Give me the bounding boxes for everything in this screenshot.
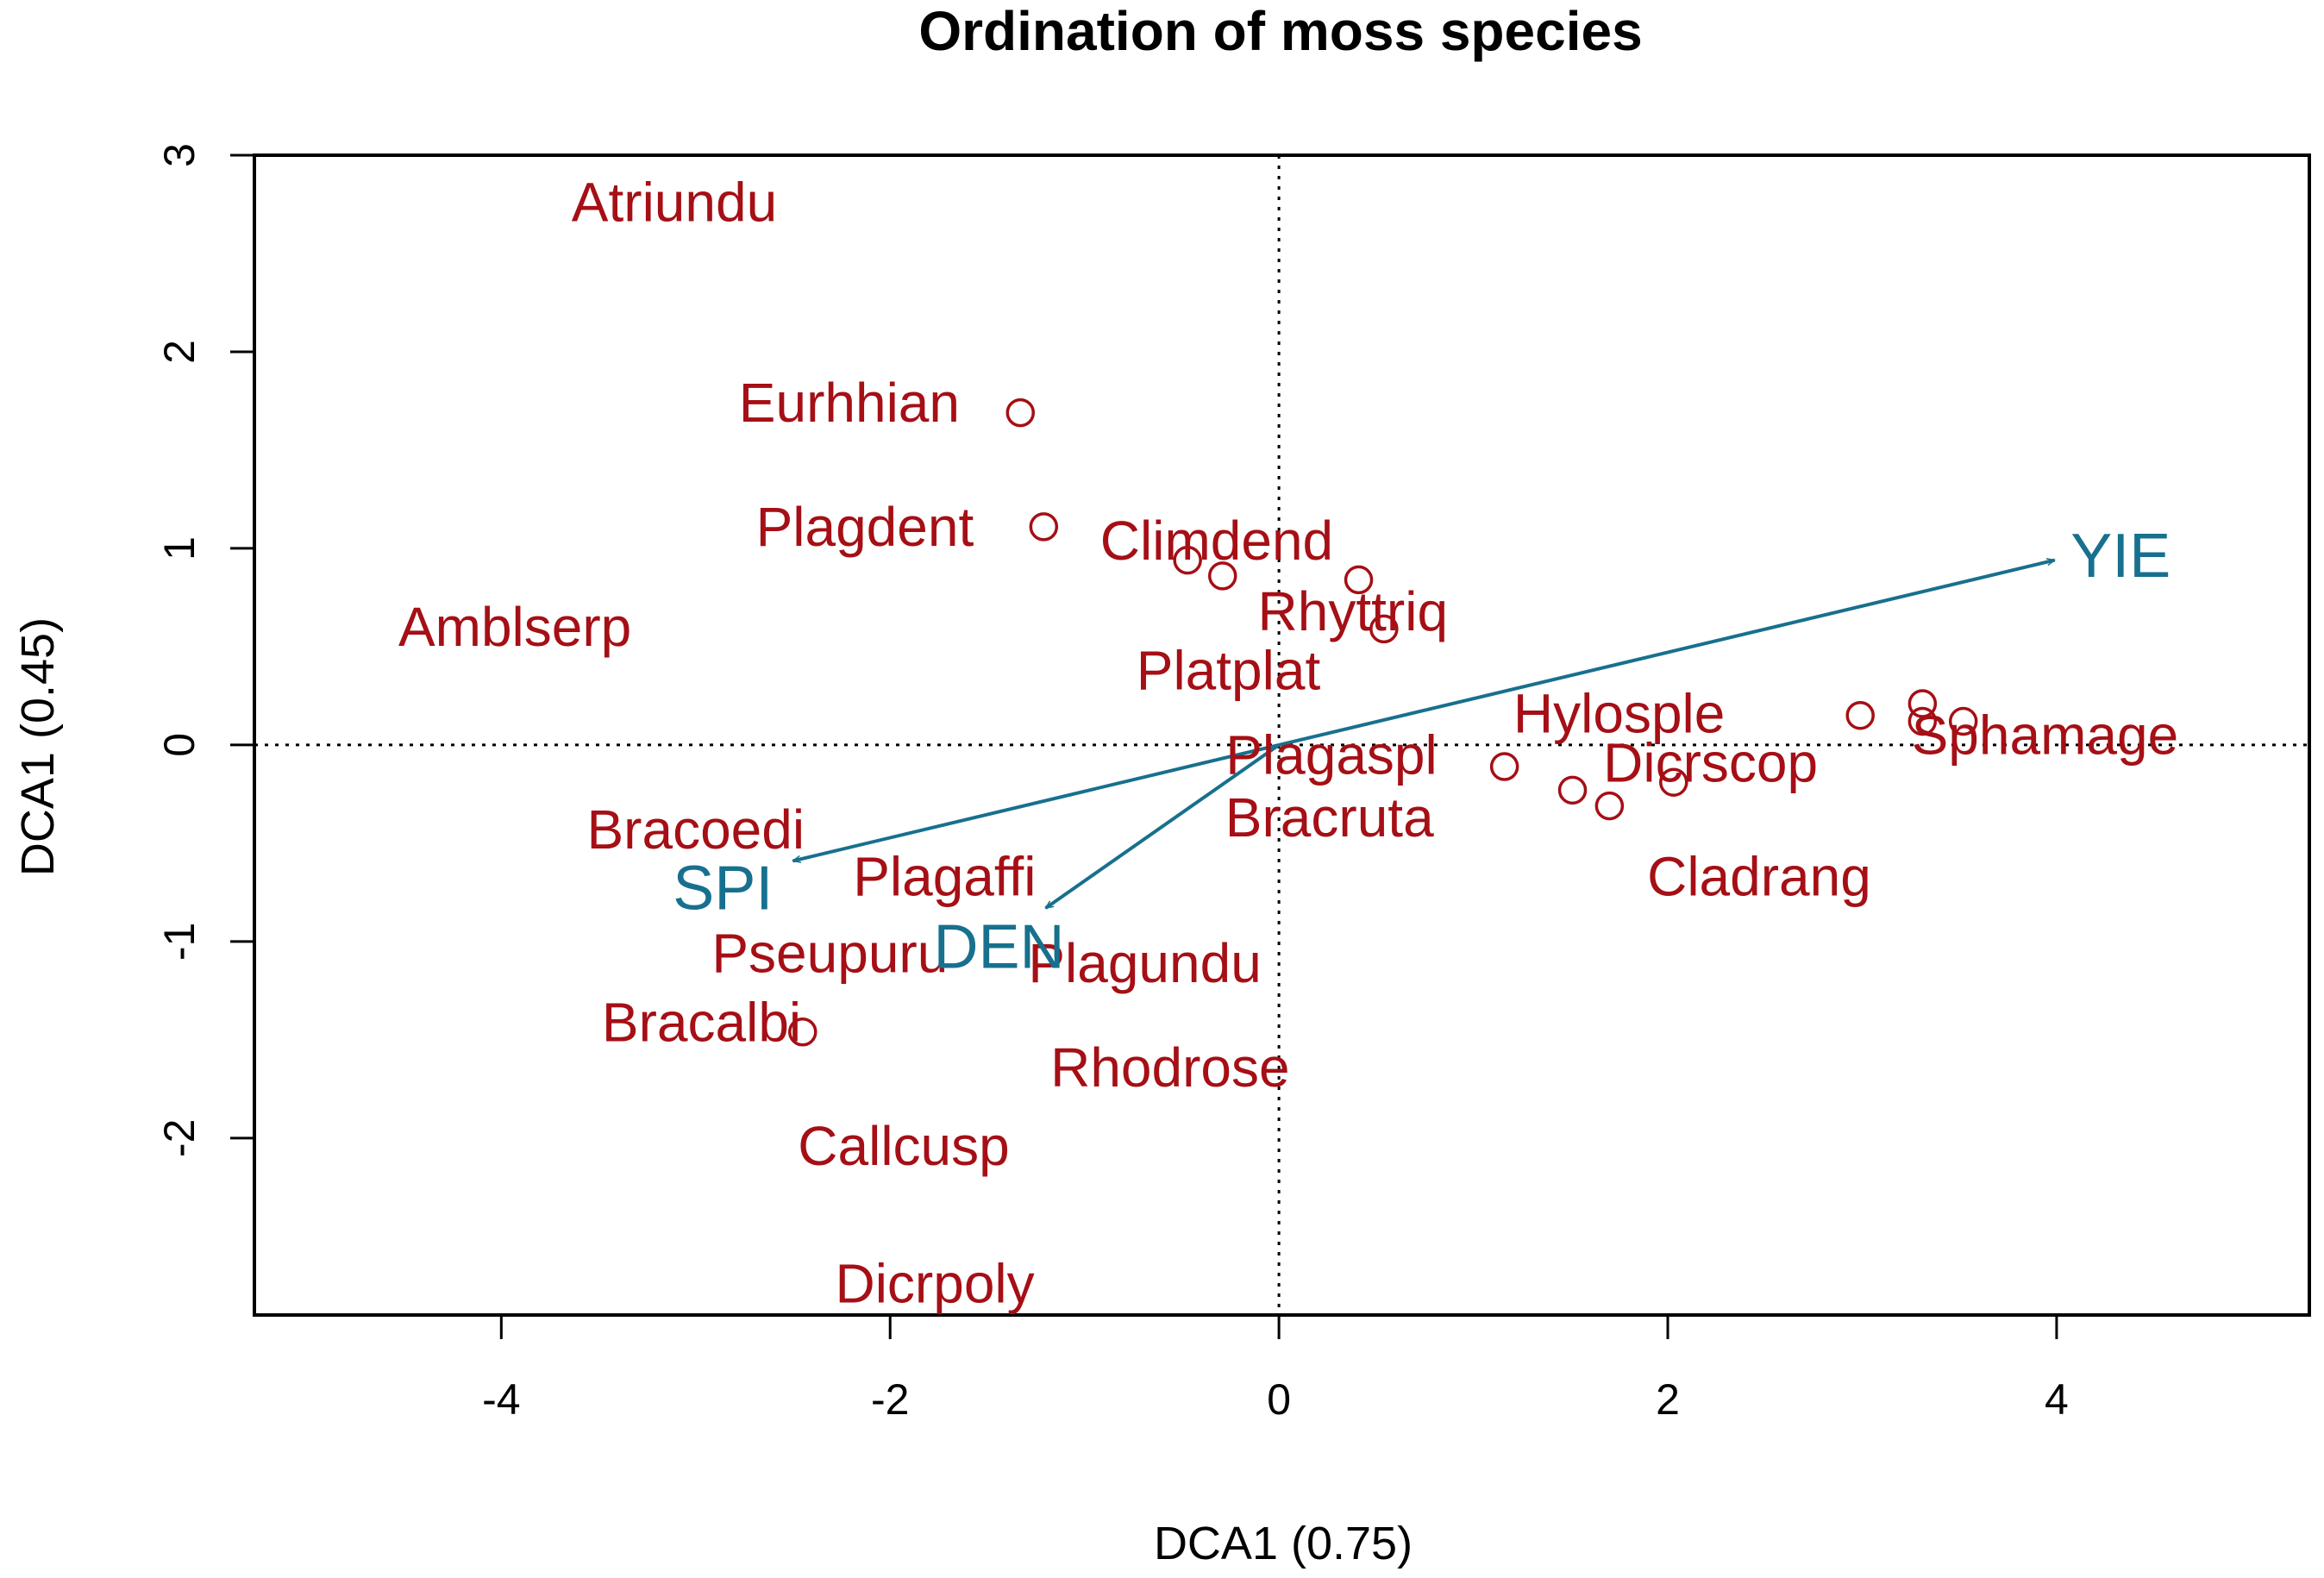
site-point-marker (788, 1017, 817, 1047)
y-tick-label: 2 (155, 340, 204, 364)
species-label-rhyttriq: Rhyttriq (1258, 580, 1449, 642)
species-label-rhodrose: Rhodrose (1050, 1036, 1290, 1099)
env-vector-arrow-yie (1278, 560, 2055, 747)
site-point-marker (1557, 775, 1588, 805)
site-point-marker (1594, 791, 1625, 821)
y-tick-label: 1 (155, 536, 204, 560)
site-point-marker (1029, 512, 1059, 542)
y-axis-title: DCA1 (0.45) (12, 617, 64, 876)
species-label-bracoedi: Bracoedi (586, 798, 805, 861)
species-label-pseupuru: Pseupuru (711, 923, 948, 985)
species-label-amblserp: Amblserp (398, 596, 631, 658)
species-label-plagaspl: Plagaspl (1225, 723, 1438, 786)
species-label-hylosple: Hylosple (1513, 682, 1725, 744)
species-label-bracalbi: Bracalbi (602, 991, 801, 1053)
species-label-platplat: Platplat (1137, 639, 1321, 701)
species-label-dicrpoly: Dicrpoly (835, 1253, 1034, 1315)
site-point-marker (1489, 752, 1519, 781)
site-point-marker (1948, 706, 1978, 736)
x-tick-label: 2 (1656, 1375, 1680, 1424)
species-label-climdend: Climdend (1100, 510, 1333, 572)
species-label-atriundu: Atriundu (572, 172, 777, 234)
species-label-cladrang: Cladrang (1647, 846, 1871, 908)
species-label-callcusp: Callcusp (798, 1115, 1009, 1177)
y-tick-label: -2 (155, 1119, 204, 1157)
species-labels: Atriundu Eurhhian Plagdent Climdend Amblserp… (398, 172, 2178, 1315)
x-tick-label: 0 (1267, 1375, 1291, 1424)
site-point-marker (1173, 545, 1202, 575)
x-tick-label: 4 (2045, 1375, 2069, 1424)
species-label-sphamage: Sphamage (1912, 704, 2179, 767)
env-vector-arrow-den (1046, 743, 1281, 910)
y-axis: -2 -1 0 1 2 3 (155, 143, 256, 1157)
site-point-marker (1207, 561, 1237, 591)
env-vector-label-spi: SPI (673, 854, 773, 923)
env-vector-labels: YIE SPI DEN (673, 522, 2171, 982)
y-tick-label: 3 (155, 143, 204, 167)
site-point-marker (1845, 700, 1875, 730)
site-points (788, 398, 1978, 1047)
site-point-marker (1659, 767, 1688, 797)
env-vector-label-den: DEN (933, 913, 1064, 982)
y-tick-label: -1 (155, 923, 204, 961)
env-vector-arrow-spi (792, 742, 1280, 861)
y-tick-label: 0 (155, 733, 204, 757)
species-label-plagundu: Plagundu (1028, 932, 1261, 994)
site-point-marker (1344, 565, 1374, 595)
site-point-marker (1907, 689, 1938, 718)
x-axis: -4 -2 0 2 4 (482, 1313, 2069, 1424)
x-axis-title: DCA1 (0.75) (1154, 1518, 1413, 1569)
species-label-plagaffi: Plagaffi (853, 846, 1036, 908)
species-label-plagdent: Plagdent (756, 496, 974, 558)
species-label-eurhhian: Eurhhian (739, 372, 960, 434)
species-label-dicrscop: Dicrscop (1603, 731, 1818, 793)
site-point-marker (1005, 398, 1036, 428)
site-point-marker (1369, 614, 1399, 644)
site-point-marker (1907, 706, 1938, 736)
species-label-bracruta: Bracruta (1225, 786, 1434, 848)
env-vector-label-yie: YIE (2070, 522, 2171, 591)
x-tick-label: -4 (482, 1375, 520, 1424)
x-tick-label: -2 (871, 1375, 909, 1424)
chart-title: Ordination of moss species (918, 0, 1642, 62)
env-vectors (792, 560, 2055, 910)
